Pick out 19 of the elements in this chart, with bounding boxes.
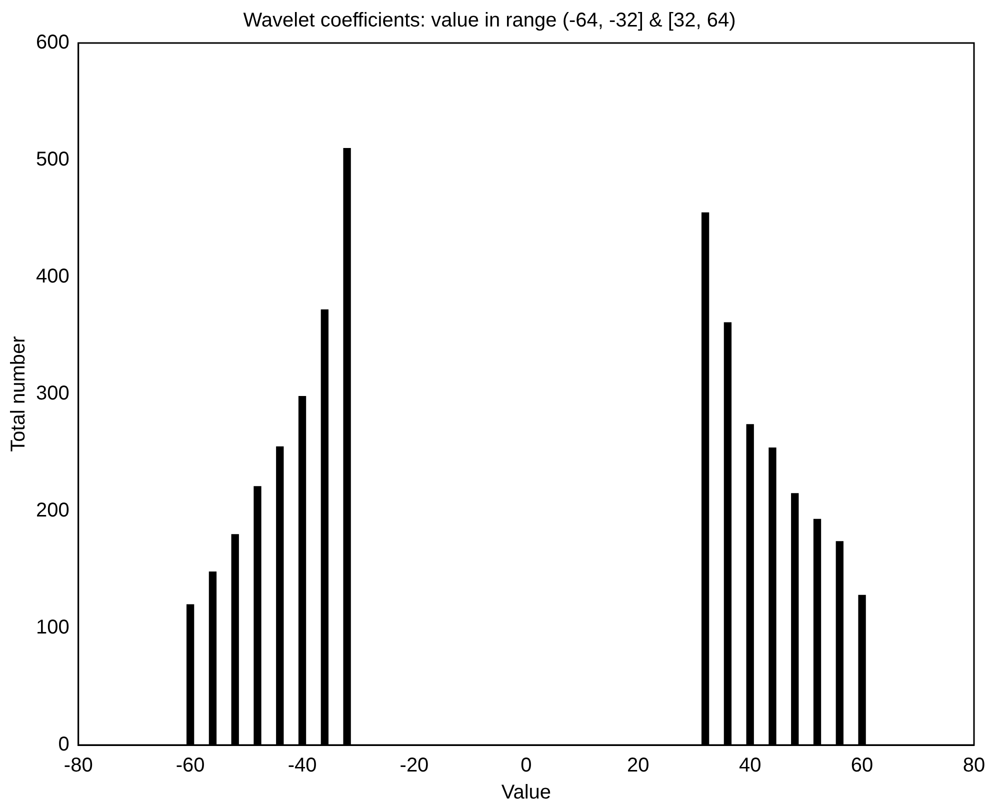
y-tick-label: 0 — [58, 734, 70, 756]
chart-title: Wavelet coefficients: value in range (-64, -32] & [32, 64) — [243, 10, 736, 32]
x-tick-label: -20 — [400, 754, 429, 777]
y-tick-label: 300 — [36, 382, 70, 405]
x-tick-label: -40 — [288, 754, 317, 777]
y-tick-label: 100 — [36, 616, 70, 639]
y-tick-label: 200 — [36, 500, 70, 522]
x-tick-label: 80 — [962, 754, 986, 777]
x-tick-label: 40 — [738, 754, 762, 777]
x-tick-label: 20 — [627, 754, 650, 777]
y-tick-label: 600 — [36, 32, 70, 54]
x-axis-title: Value — [501, 782, 552, 804]
x-tick-label: 0 — [520, 754, 532, 777]
x-tick-label: 60 — [850, 754, 874, 777]
y-tick-label: 400 — [36, 266, 70, 288]
y-tick-label: 500 — [36, 148, 70, 171]
x-tick-label: -60 — [176, 754, 205, 777]
y-axis-title: Total number — [8, 336, 30, 452]
x-tick-label: -80 — [64, 754, 93, 777]
